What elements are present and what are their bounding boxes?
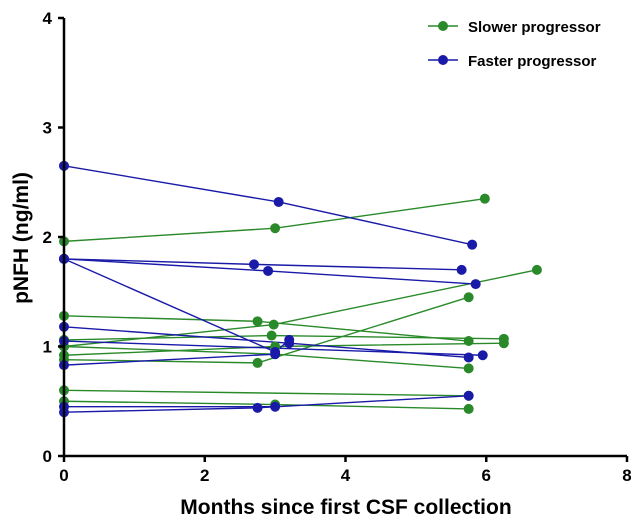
data-point: [467, 239, 478, 250]
legend-marker: [438, 55, 448, 65]
legend-label: Slower progressor: [468, 19, 601, 36]
data-point: [249, 259, 260, 270]
data-point: [479, 193, 490, 204]
x-tick-label: 2: [200, 466, 209, 485]
data-point: [270, 401, 281, 412]
y-tick-label: 1: [43, 338, 52, 357]
data-point: [270, 349, 281, 360]
series-line: [63, 258, 462, 271]
data-point: [266, 330, 277, 341]
data-point: [456, 264, 467, 275]
series-line: [63, 197, 485, 243]
y-tick-label: 3: [43, 119, 52, 138]
data-point: [252, 402, 263, 413]
data-point: [273, 196, 284, 207]
data-point: [463, 352, 474, 363]
x-tick-label: 4: [341, 466, 351, 485]
legend-label: Faster progressor: [468, 53, 597, 70]
x-tick-label: 6: [482, 466, 491, 485]
y-tick-label: 2: [43, 228, 52, 247]
y-tick-label: 0: [43, 447, 52, 466]
legend: Slower progressor Faster progressor: [428, 19, 601, 70]
data-point: [463, 336, 474, 347]
data-point: [463, 292, 474, 303]
data-point: [463, 390, 474, 401]
data-point: [268, 319, 279, 330]
series-points: [59, 160, 542, 418]
data-point: [531, 264, 542, 275]
data-point: [477, 350, 488, 361]
series-line: [63, 165, 473, 246]
data-point: [284, 338, 295, 349]
legend-marker: [438, 21, 448, 31]
data-point: [252, 316, 263, 327]
y-tick-label: 4: [43, 9, 53, 28]
data-point: [252, 357, 263, 368]
data-point: [263, 265, 274, 276]
data-point: [270, 223, 281, 234]
series-line: [63, 353, 276, 366]
x-tick-label: 8: [622, 466, 631, 485]
data-point: [498, 338, 509, 349]
data-point: [463, 363, 474, 374]
series-line: [63, 345, 469, 370]
y-axis-label: pNFH (ng/ml): [10, 172, 33, 304]
series-lines: [63, 165, 538, 413]
series-line: [63, 269, 538, 348]
x-ticks: 0 2 4 6 8: [59, 456, 631, 485]
x-axis-label: Months since first CSF collection: [180, 496, 511, 519]
data-point: [463, 403, 474, 414]
series-line: [63, 389, 469, 397]
x-tick-label: 0: [59, 466, 68, 485]
axes: 0 1 2 3 4 0 2 4 6 8: [43, 9, 631, 485]
data-point: [470, 279, 481, 290]
